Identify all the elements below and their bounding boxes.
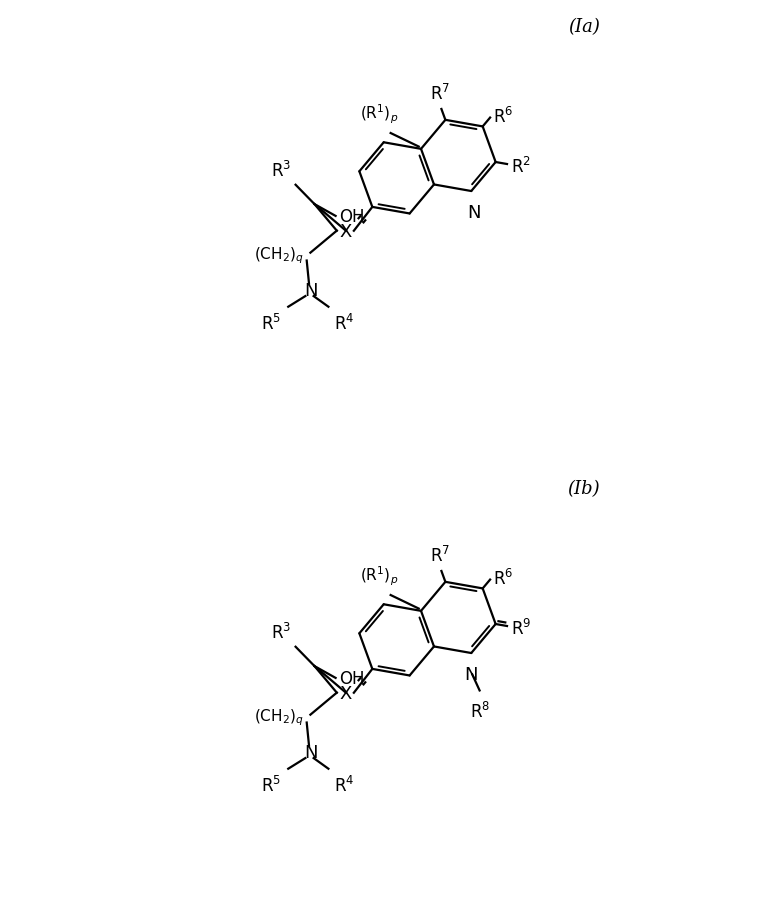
Text: R$^5$: R$^5$: [261, 775, 282, 796]
Text: R$^7$: R$^7$: [430, 545, 451, 565]
Text: R$^4$: R$^4$: [334, 313, 355, 334]
Text: R$^8$: R$^8$: [470, 701, 491, 722]
Text: R$^9$: R$^9$: [511, 618, 531, 638]
Text: X: X: [339, 685, 352, 702]
Text: (CH$_2$)$_q$: (CH$_2$)$_q$: [254, 708, 304, 728]
Text: (CH$_2$)$_q$: (CH$_2$)$_q$: [254, 246, 304, 266]
Text: N: N: [304, 744, 318, 761]
Text: (R$^1$)$_p$: (R$^1$)$_p$: [360, 103, 398, 126]
Text: R$^6$: R$^6$: [493, 568, 514, 589]
Text: R$^2$: R$^2$: [511, 156, 530, 176]
Text: R$^6$: R$^6$: [493, 106, 514, 127]
Text: N: N: [304, 282, 318, 299]
Text: (Ib): (Ib): [567, 480, 600, 498]
Text: (Ia): (Ia): [568, 18, 600, 36]
Text: OH: OH: [339, 670, 365, 687]
Text: R$^7$: R$^7$: [430, 83, 451, 103]
Text: N: N: [466, 204, 480, 222]
Text: (R$^1$)$_p$: (R$^1$)$_p$: [360, 565, 398, 588]
Text: R$^4$: R$^4$: [334, 775, 355, 796]
Text: OH: OH: [339, 208, 365, 225]
Text: N: N: [464, 666, 478, 684]
Text: R$^3$: R$^3$: [271, 623, 291, 642]
Text: X: X: [339, 223, 352, 240]
Text: R$^5$: R$^5$: [261, 313, 282, 334]
Text: R$^3$: R$^3$: [271, 161, 291, 180]
